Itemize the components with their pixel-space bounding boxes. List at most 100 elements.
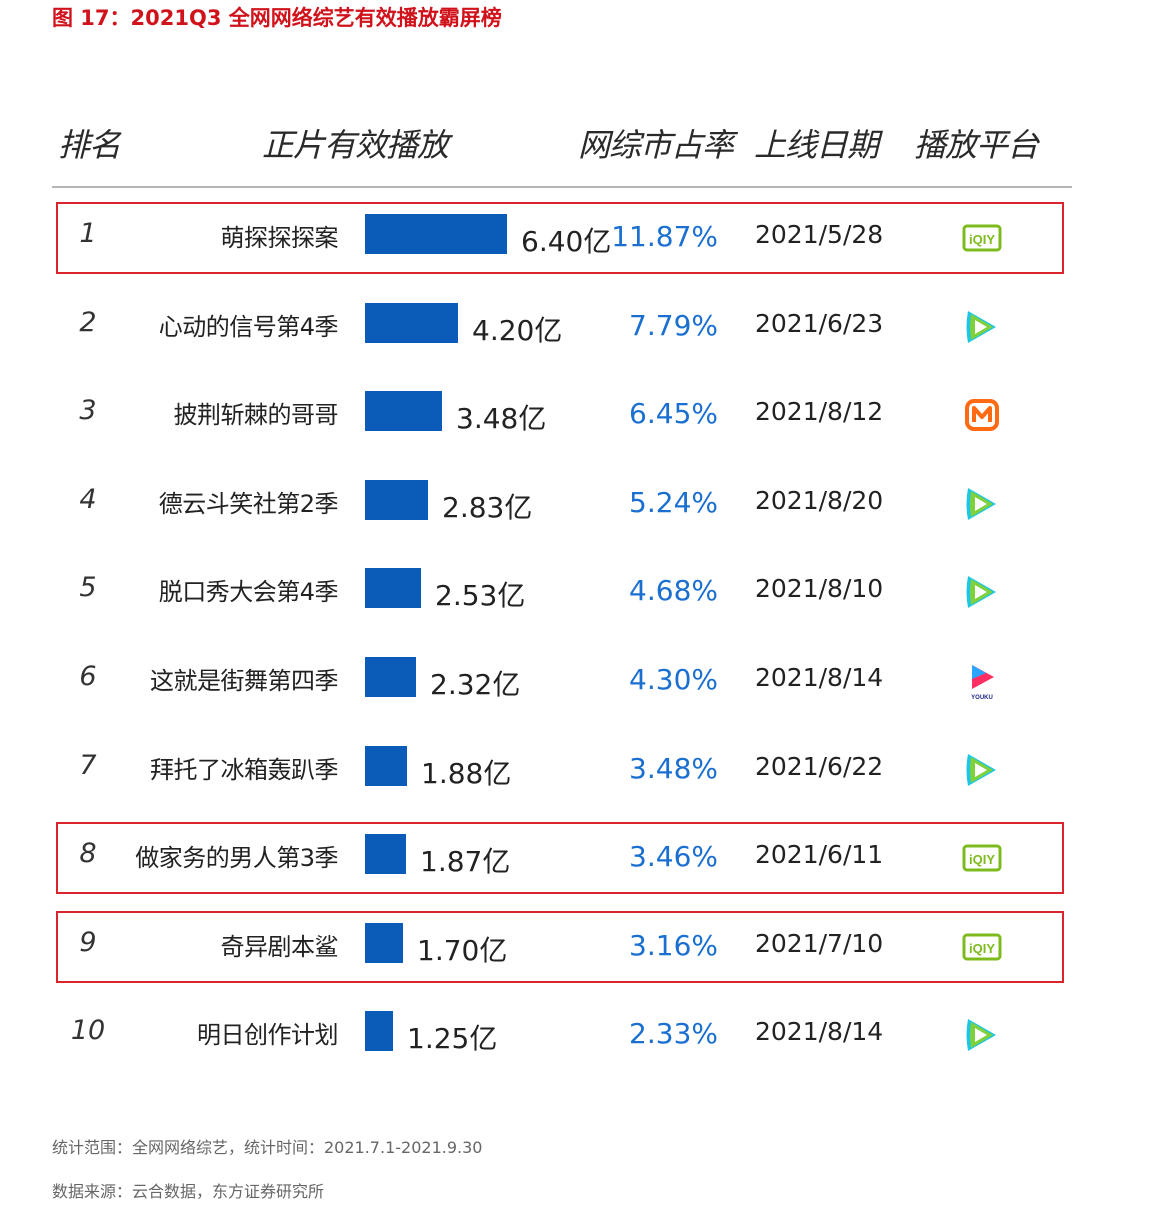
release-date: 2021/6/23	[755, 309, 884, 338]
bar	[365, 214, 507, 254]
table-row: 6 这就是街舞第四季 2.32亿 4.30% 2021/8/14 YOUKU	[0, 639, 1158, 727]
bar-value-label: 3.48亿	[456, 402, 547, 435]
market-share: 3.48%	[629, 752, 718, 785]
rank-label: 10	[70, 1015, 106, 1046]
platform-logo	[962, 750, 1002, 790]
header-rank: 排名	[58, 126, 121, 164]
market-share: 5.24%	[629, 486, 718, 519]
bar	[365, 746, 407, 786]
rank-label: 7	[79, 750, 97, 781]
tencent-video-icon	[966, 576, 996, 608]
market-share: 6.45%	[629, 397, 718, 430]
header-date: 上线日期	[754, 126, 879, 164]
ranking-chart: 1 萌探探探案 6.40亿 11.87% 2021/5/28 iQIY 2 心动的信号第4季 4…	[0, 196, 1158, 1081]
bar	[365, 923, 403, 963]
svg-text:iQIY: iQIY	[969, 232, 995, 247]
tencent-video-icon	[966, 1019, 996, 1051]
bar	[365, 391, 442, 431]
rank-label: 3	[79, 395, 97, 426]
bar	[365, 834, 406, 874]
figure-title: 图 17：2021Q3 全网网络综艺有效播放霸屏榜	[52, 6, 502, 30]
platform-logo: iQIY	[962, 838, 1002, 878]
market-share: 4.68%	[629, 574, 718, 607]
table-row: 8 做家务的男人第3季 1.87亿 3.46% 2021/6/11 iQIY	[0, 816, 1158, 904]
release-date: 2021/7/10	[755, 929, 884, 958]
rank-label: 2	[79, 307, 97, 338]
show-name: 萌探探探案	[220, 224, 339, 252]
iqiyi-icon: iQIY	[962, 933, 1002, 961]
bar-value-label: 2.83亿	[442, 491, 533, 524]
header-divider	[52, 186, 1072, 188]
bar	[365, 303, 458, 343]
platform-logo: iQIY	[962, 927, 1002, 967]
header-share: 网综市占率	[578, 126, 734, 164]
rank-label: 1	[79, 218, 97, 249]
release-date: 2021/8/20	[755, 486, 884, 515]
release-date: 2021/5/28	[755, 220, 884, 249]
release-date: 2021/8/14	[755, 663, 884, 692]
release-date: 2021/6/22	[755, 752, 884, 781]
market-share: 3.46%	[629, 840, 718, 873]
bar-value-label: 4.20亿	[472, 314, 563, 347]
bar	[365, 480, 428, 520]
platform-logo	[962, 484, 1002, 524]
show-name: 脱口秀大会第4季	[158, 578, 339, 606]
market-share: 7.79%	[629, 309, 718, 342]
platform-logo: iQIY	[962, 218, 1002, 258]
highlight-box	[56, 202, 1064, 274]
tencent-video-icon	[966, 488, 996, 520]
iqiyi-icon: iQIY	[962, 844, 1002, 872]
show-name: 德云斗笑社第2季	[158, 490, 339, 518]
table-row: 1 萌探探探案 6.40亿 11.87% 2021/5/28 iQIY	[0, 196, 1158, 284]
header-plays: 正片有效播放	[262, 126, 449, 164]
bar-value-label: 1.88亿	[421, 757, 512, 790]
release-date: 2021/6/11	[755, 840, 884, 869]
header-platform: 播放平台	[914, 126, 1039, 164]
tencent-video-icon	[966, 311, 996, 343]
table-row: 4 德云斗笑社第2季 2.83亿 5.24% 2021/8/20	[0, 462, 1158, 550]
release-date: 2021/8/12	[755, 397, 884, 426]
bar-value-label: 1.87亿	[420, 845, 511, 878]
column-headers: 排名 正片有效播放 网综市占率 上线日期 播放平台	[0, 120, 1158, 170]
platform-logo	[962, 395, 1002, 435]
rank-label: 6	[79, 661, 97, 692]
highlight-box	[56, 822, 1064, 894]
rank-label: 9	[79, 927, 97, 958]
footer-source: 数据来源：云合数据，东方证券研究所	[52, 1182, 325, 1201]
iqiyi-icon: iQIY	[962, 224, 1002, 252]
svg-text:iQIY: iQIY	[969, 852, 995, 867]
tencent-video-icon	[966, 754, 996, 786]
bar	[365, 1011, 393, 1051]
mango-tv-icon	[965, 399, 999, 431]
table-row: 2 心动的信号第4季 4.20亿 7.79% 2021/6/23	[0, 285, 1158, 373]
show-name: 这就是街舞第四季	[150, 667, 339, 695]
rank-label: 5	[79, 572, 97, 603]
bar-value-label: 2.32亿	[430, 668, 521, 701]
show-name: 明日创作计划	[197, 1021, 339, 1049]
show-name: 披荆斩棘的哥哥	[173, 401, 339, 429]
platform-logo	[962, 307, 1002, 347]
bar-value-label: 6.40亿	[521, 225, 612, 258]
youku-icon: YOUKU	[971, 665, 994, 701]
svg-text:YOUKU: YOUKU	[971, 695, 993, 701]
platform-logo: YOUKU	[962, 661, 1002, 701]
table-row: 9 奇异剧本鲨 1.70亿 3.16% 2021/7/10 iQIY	[0, 905, 1158, 993]
release-date: 2021/8/14	[755, 1017, 884, 1046]
rank-label: 8	[79, 838, 97, 869]
table-row: 10 明日创作计划 1.25亿 2.33% 2021/8/14	[0, 993, 1158, 1081]
show-name: 做家务的男人第3季	[135, 844, 338, 872]
table-row: 7 拜托了冰箱轰趴季 1.88亿 3.48% 2021/6/22	[0, 728, 1158, 816]
highlight-box	[56, 911, 1064, 983]
market-share: 4.30%	[629, 663, 718, 696]
rank-label: 4	[79, 484, 97, 515]
svg-text:iQIY: iQIY	[969, 941, 995, 956]
platform-logo	[962, 572, 1002, 612]
table-row: 3 披荆斩棘的哥哥 3.48亿 6.45% 2021/8/12	[0, 373, 1158, 461]
show-name: 奇异剧本鲨	[220, 933, 339, 961]
show-name: 拜托了冰箱轰趴季	[150, 756, 339, 784]
table-row: 5 脱口秀大会第4季 2.53亿 4.68% 2021/8/10	[0, 550, 1158, 638]
bar	[365, 568, 421, 608]
bar-value-label: 1.25亿	[407, 1022, 498, 1055]
show-name: 心动的信号第4季	[158, 313, 339, 341]
bar-value-label: 1.70亿	[417, 934, 508, 967]
